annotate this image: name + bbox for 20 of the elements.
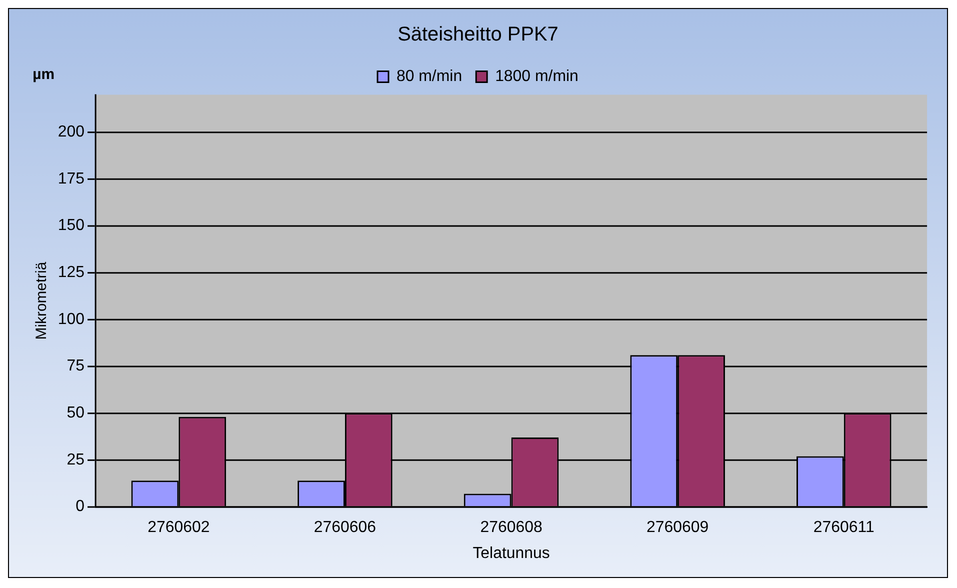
y-tick-label: 25 (66, 451, 85, 468)
y-axis-title: Mikrometriä (33, 261, 50, 340)
x-tick-label: 2760608 (480, 518, 542, 536)
text: µm (32, 66, 55, 83)
x-tick-label: 2760611 (813, 518, 874, 536)
x-tick-label: 2760609 (646, 518, 709, 536)
x-tick-label: 2760602 (148, 518, 210, 536)
y-tick-label: 200 (58, 124, 85, 141)
y-tick-label: 50 (66, 404, 85, 422)
y-tick-label: 75 (66, 358, 85, 375)
legend-label: 1800 m/min (495, 68, 578, 86)
y-tick-label: 175 (58, 170, 85, 188)
chart-title: Säteisheitto PPK7 (398, 23, 558, 46)
y-tick-label: 125 (58, 264, 85, 282)
y-tick-label: 0 (76, 498, 85, 516)
x-axis-title: Telatunnus (472, 544, 550, 562)
y-tick-label: 150 (58, 217, 85, 234)
legend-label: 80 m/min (396, 68, 462, 86)
y-tick-label: 100 (58, 310, 85, 328)
x-tick-label: 2760606 (314, 518, 376, 536)
